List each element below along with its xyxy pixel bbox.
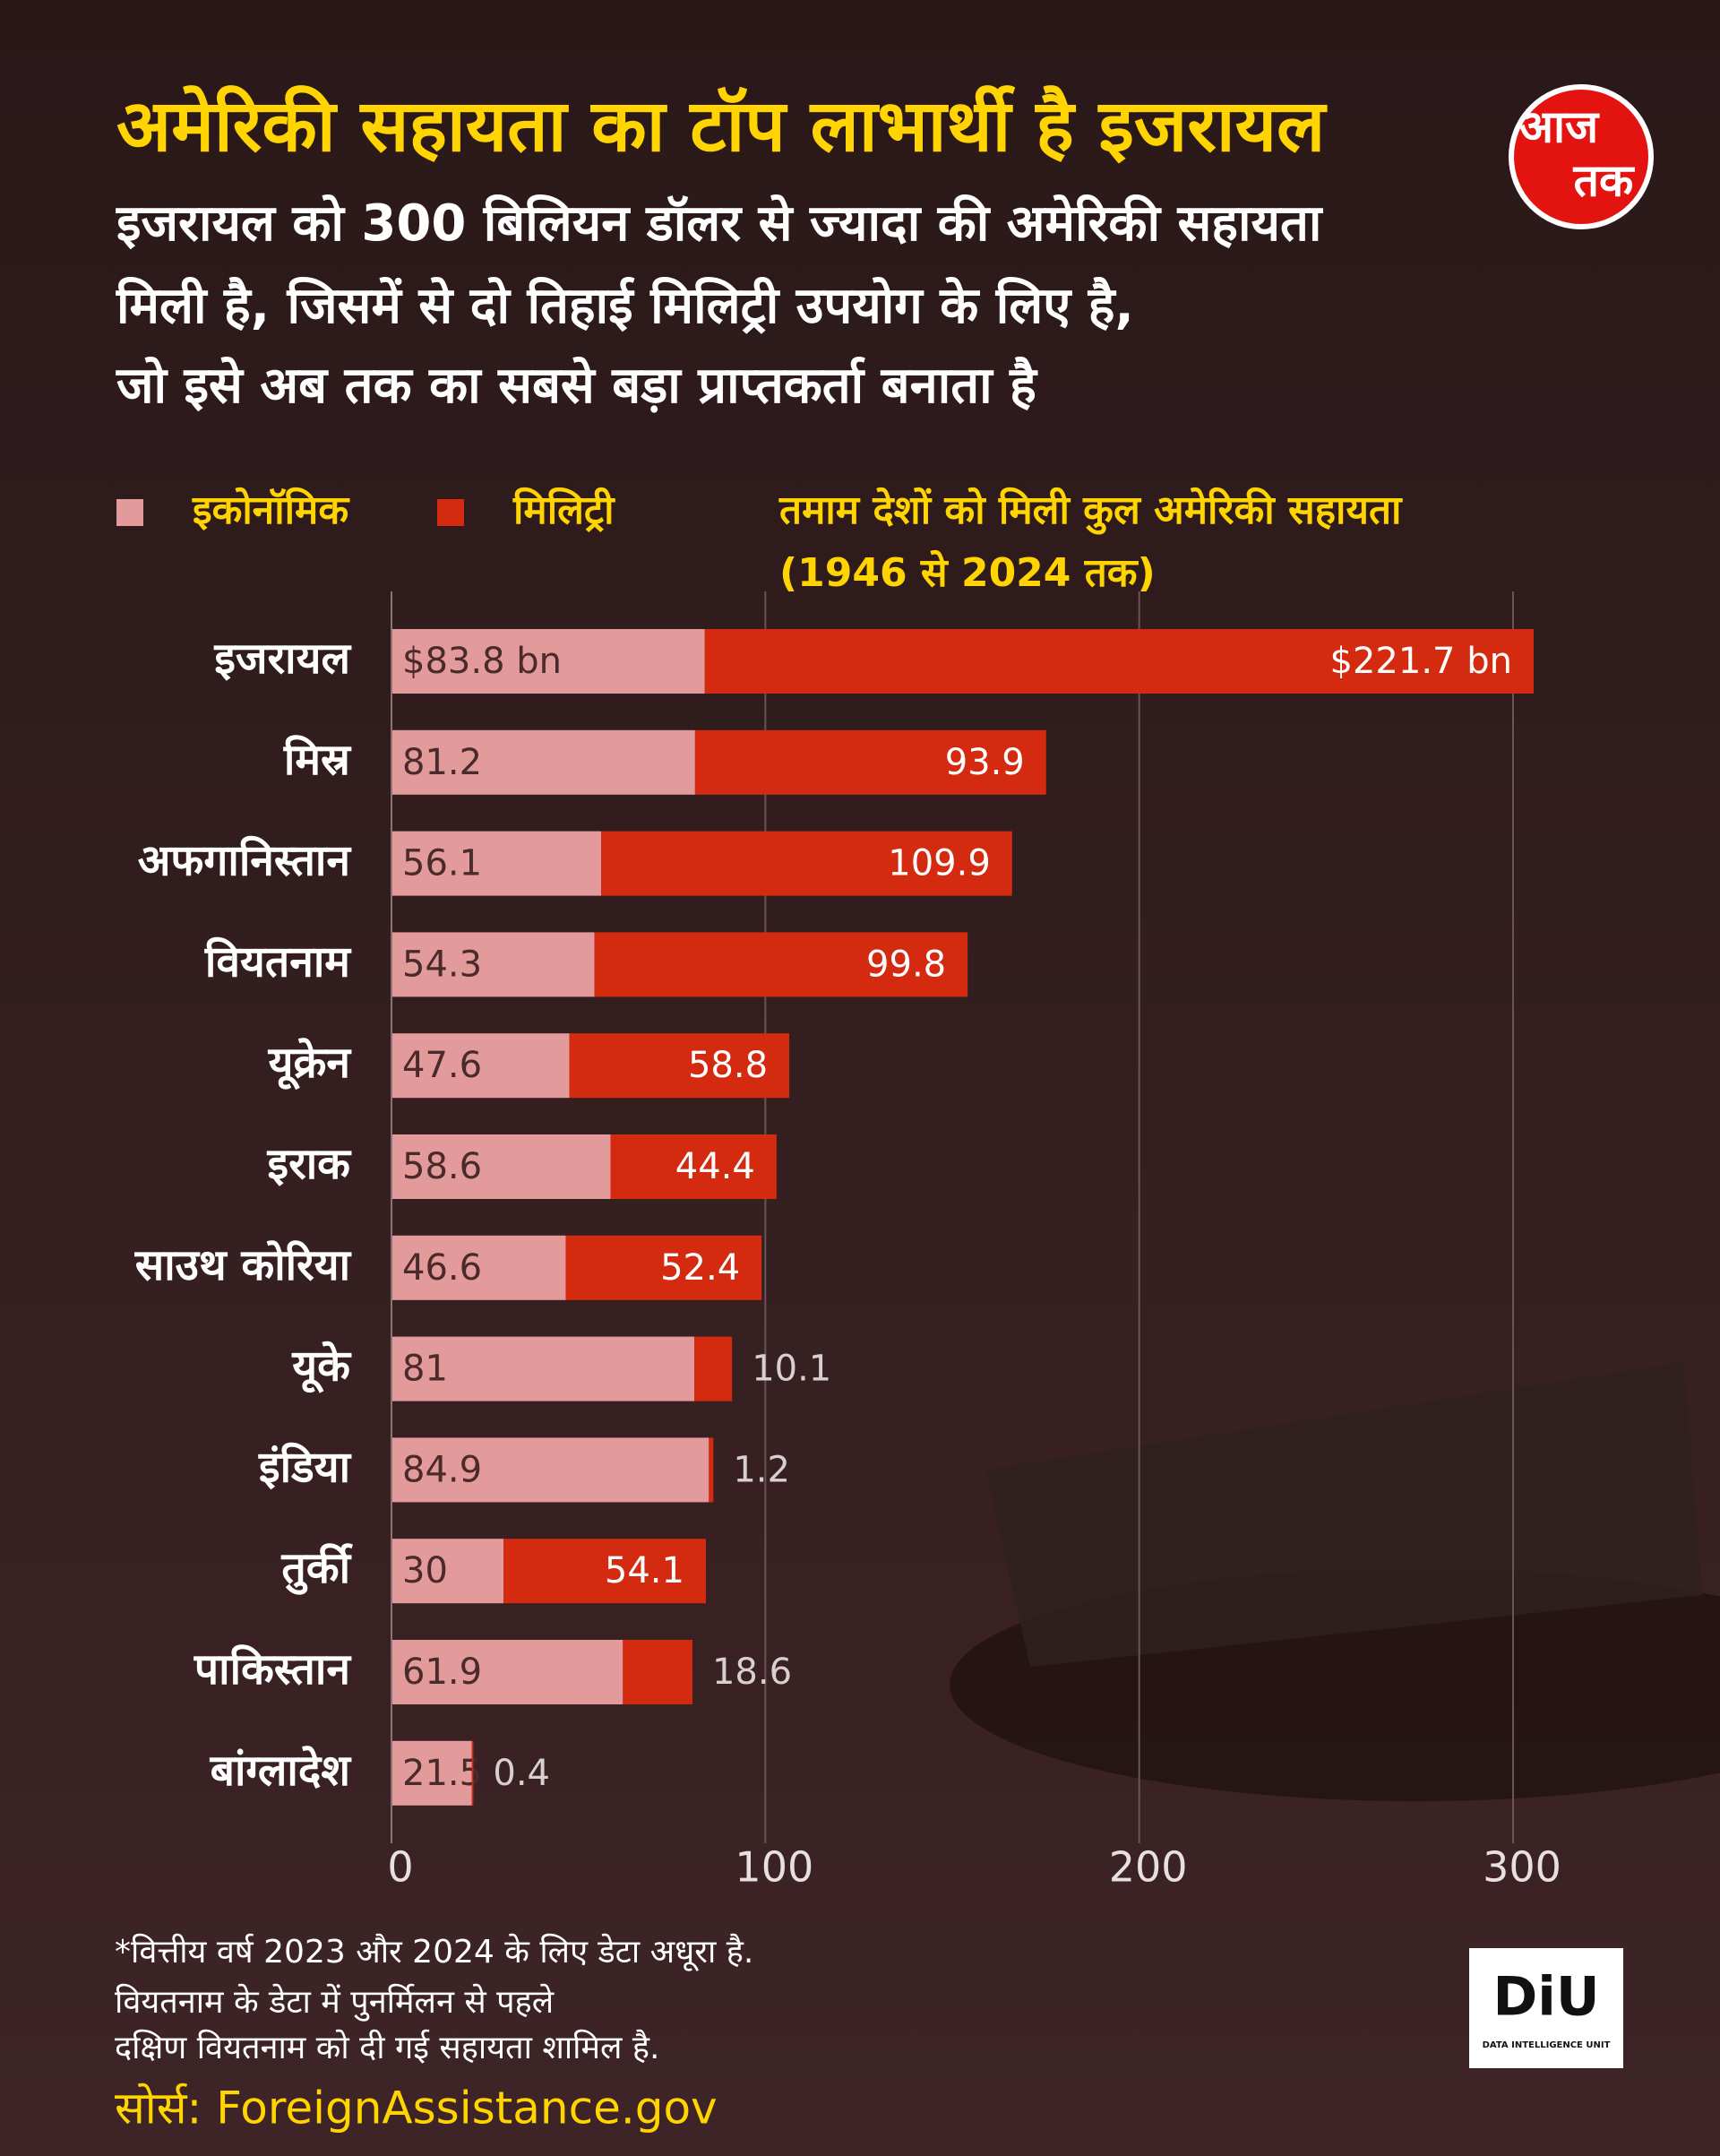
bar-segment xyxy=(391,1134,611,1199)
value-label: 10.1 xyxy=(752,1349,831,1390)
bar-segment xyxy=(569,1033,790,1099)
x-tick-label: 0 xyxy=(387,1843,413,1892)
value-label: 81 xyxy=(402,1349,448,1390)
bar-segment xyxy=(694,1336,733,1401)
footnote: वियतनाम के डेटा में पुनर्मिलन से पहले xyxy=(115,1983,555,2022)
category-label: यूके xyxy=(291,1341,352,1394)
value-label: 1.2 xyxy=(733,1449,790,1490)
title: अमेरिकी सहायता का टॉप लाभार्थी है इजरायल xyxy=(116,84,1328,168)
legend-swatch xyxy=(116,499,143,526)
bar-segment xyxy=(565,1235,762,1300)
category-label: बांग्लादेश xyxy=(210,1746,353,1796)
diu-box xyxy=(1469,1948,1623,2068)
bar-segment xyxy=(704,629,1534,694)
aajtak-logo: आज तक xyxy=(1509,84,1654,229)
bar-segment xyxy=(610,1134,777,1199)
diu-logo: DiU DATA INTELLIGENCE UNIT xyxy=(1469,1948,1623,2068)
footnote: *वित्तीय वर्ष 2023 और 2024 के लिए डेटा अ… xyxy=(115,1933,753,1971)
value-label: $83.8 bn xyxy=(402,641,562,682)
value-label: 56.1 xyxy=(402,843,482,884)
value-label: 44.4 xyxy=(675,1146,755,1187)
bar-segment xyxy=(391,629,705,694)
diu-subtext: DATA INTELLIGENCE UNIT xyxy=(1483,2040,1611,2050)
x-tick-label: 300 xyxy=(1483,1843,1561,1892)
value-label: 46.6 xyxy=(402,1247,482,1289)
value-label: 18.6 xyxy=(712,1651,792,1693)
subtitle-line: जो इसे अब तक का सबसे बड़ा प्राप्तकर्ता ब… xyxy=(116,356,1038,415)
logo-circle xyxy=(1509,84,1654,229)
value-label: 93.9 xyxy=(945,742,1025,783)
category-label: इजरायल xyxy=(213,634,351,684)
category-label: तुर्की xyxy=(280,1543,353,1595)
tank-silhouette xyxy=(985,1362,1702,1667)
bar-segment xyxy=(391,831,602,896)
bar-segment xyxy=(503,1539,706,1604)
category-label: अफगानिस्तान xyxy=(138,836,353,886)
category-label: साउथ कोरिया xyxy=(134,1240,352,1290)
bar-segment xyxy=(623,1640,692,1704)
legend-label: मिलिट्री xyxy=(512,487,615,533)
logo-text: तक xyxy=(1573,155,1636,207)
value-label: 0.4 xyxy=(493,1753,550,1794)
legend-swatch xyxy=(437,499,464,526)
bar-segment xyxy=(391,1640,624,1704)
subtitle-line: इजरायल को 300 बिलियन डॉलर से ज्यादा की अ… xyxy=(116,194,1324,253)
bar-segment xyxy=(594,932,968,997)
bar-segment xyxy=(391,1336,695,1401)
bar-segment xyxy=(391,1740,472,1806)
value-label: 84.9 xyxy=(402,1449,482,1490)
bar-segment xyxy=(391,1539,504,1604)
diu-text: DiU xyxy=(1492,1966,1599,2029)
bar-segment xyxy=(471,1740,474,1806)
bar-segment xyxy=(709,1437,714,1503)
value-label: 109.9 xyxy=(888,843,991,884)
bar-segment xyxy=(391,1033,570,1099)
chart-label: तमाम देशों को मिली कुल अमेरिकी सहायता xyxy=(778,487,1403,535)
legend-label: इकोनॉमिक xyxy=(192,487,350,533)
logo-text: आज xyxy=(1519,101,1600,153)
source: सोर्स: ForeignAssistance.gov xyxy=(115,2083,718,2134)
value-label: 30 xyxy=(402,1550,448,1591)
value-label: 61.9 xyxy=(402,1651,482,1693)
footnote: दक्षिण वियतनाम को दी गई सहायता शामिल है. xyxy=(115,2029,659,2066)
value-label: 58.6 xyxy=(402,1146,482,1187)
category-label: मिस्र xyxy=(283,735,352,785)
category-label: पाकिस्तान xyxy=(194,1644,352,1695)
bar-segment xyxy=(391,1437,710,1503)
value-label: 21.5 xyxy=(402,1753,482,1794)
value-label: 52.4 xyxy=(660,1247,740,1289)
value-label: 99.8 xyxy=(866,944,946,985)
value-label: 47.6 xyxy=(402,1045,482,1086)
bar-segment xyxy=(694,729,1046,795)
x-tick-label: 200 xyxy=(1109,1843,1188,1892)
value-label: 81.2 xyxy=(402,742,482,783)
subtitle-line: मिली है, जिसमें से दो तिहाई मिलिट्री उपय… xyxy=(116,276,1134,335)
category-label: वियतनाम xyxy=(204,936,352,987)
bar-segment xyxy=(391,729,695,795)
chart-label: (1946 से 2024 तक) xyxy=(779,549,1156,596)
category-label: इंडिया xyxy=(258,1442,352,1492)
value-label: $221.7 bn xyxy=(1330,641,1512,682)
bar-segment xyxy=(391,1235,566,1300)
bar-segment xyxy=(601,831,1012,896)
value-label: 54.1 xyxy=(605,1550,684,1591)
value-label: 58.8 xyxy=(688,1045,768,1086)
x-tick-label: 100 xyxy=(735,1843,813,1892)
category-label: इराक xyxy=(267,1139,353,1189)
bar-segment xyxy=(391,932,595,997)
value-label: 54.3 xyxy=(402,944,482,985)
category-label: यूक्रेन xyxy=(268,1038,353,1091)
